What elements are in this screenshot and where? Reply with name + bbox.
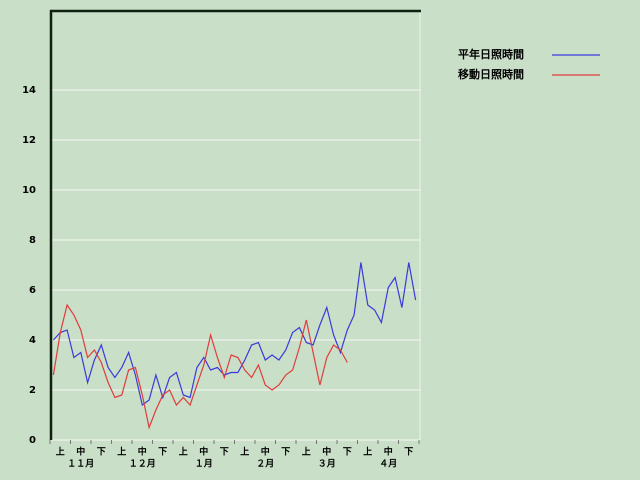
x-tick-label: 中 [76, 446, 85, 458]
legend-label: 移動日照時間 [458, 67, 524, 81]
y-tick-label: 10 [22, 185, 36, 196]
month-label: ３月 [318, 459, 336, 470]
x-tick-label: 上 [240, 446, 249, 458]
x-tick-label: 上 [56, 446, 65, 458]
x-tick-label: 下 [281, 447, 290, 458]
x-tick-label: 上 [117, 446, 126, 458]
y-tick-label: 14 [22, 85, 36, 96]
x-tick-label: 上 [302, 446, 311, 458]
x-tick-label: 中 [322, 446, 331, 458]
series-line [52, 303, 348, 430]
x-tick-label: 中 [384, 446, 393, 458]
x-tick-label: 下 [97, 447, 106, 458]
x-tick-label: 下 [343, 447, 352, 458]
x-tick-label: 中 [138, 446, 147, 458]
y-tick-label: 2 [29, 385, 36, 396]
month-label: ４月 [379, 459, 397, 470]
series-line [52, 262, 417, 407]
y-tick-label: 8 [29, 235, 36, 246]
month-label: １１月 [67, 459, 94, 470]
y-tick-label: 4 [29, 335, 36, 346]
legend-label: 平年日照時間 [458, 47, 524, 61]
x-tick-label: 下 [220, 447, 229, 458]
y-tick-label: 0 [29, 435, 36, 446]
x-tick-label: 下 [404, 447, 413, 458]
x-tick-label: 中 [199, 446, 208, 458]
x-tick-label: 中 [261, 446, 270, 458]
x-tick-label: 下 [158, 447, 167, 458]
y-tick-label: 6 [29, 285, 36, 296]
x-tick-label: 上 [363, 446, 372, 458]
y-tick-label: 12 [22, 135, 36, 146]
month-label: １月 [195, 459, 213, 470]
month-label: ２月 [256, 459, 274, 470]
month-label: １２月 [129, 459, 156, 470]
x-tick-label: 上 [179, 446, 188, 458]
